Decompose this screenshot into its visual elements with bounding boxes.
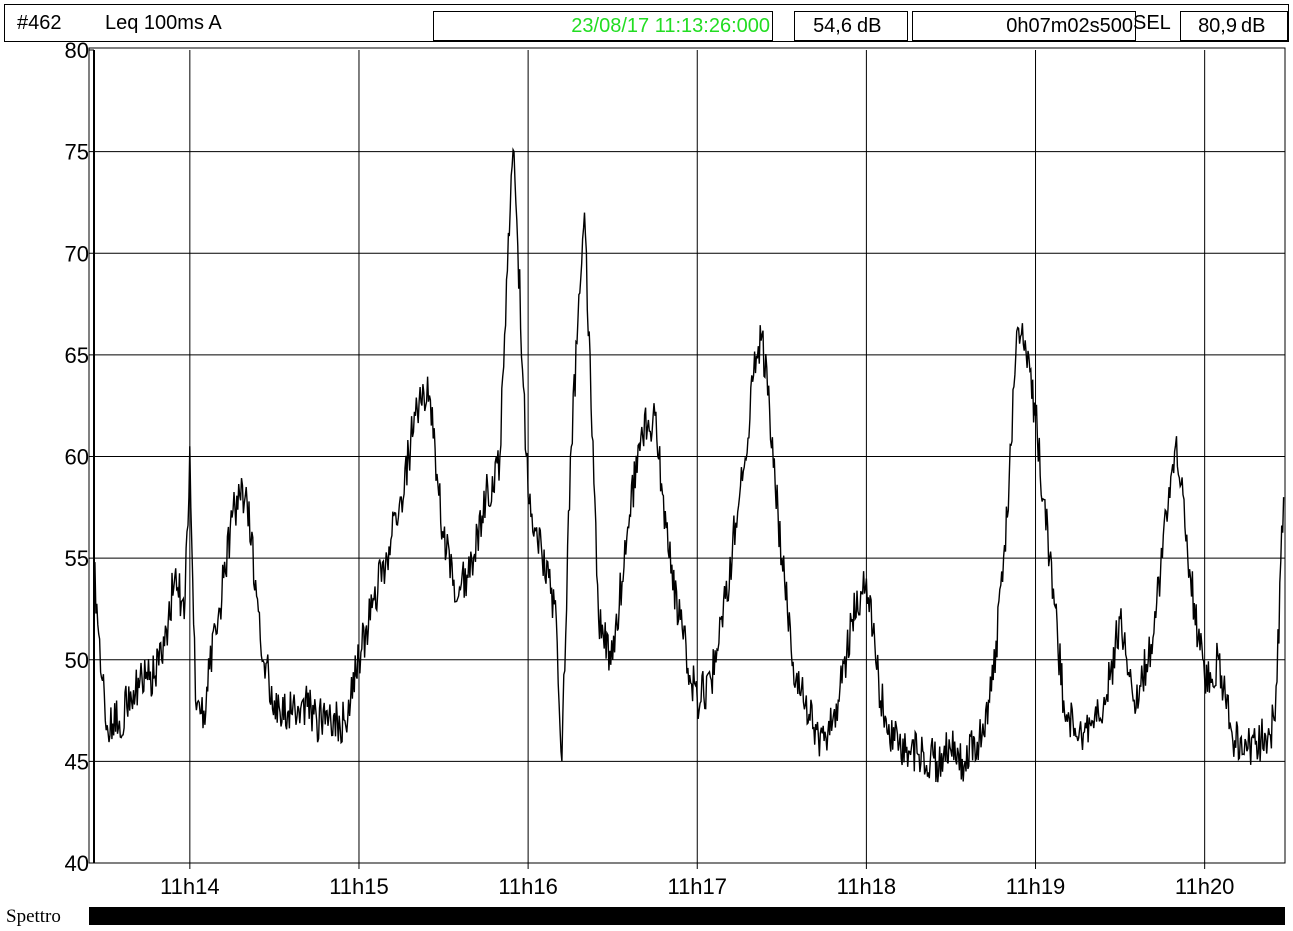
start-timestamp: 23/08/17 11:13:26:000 bbox=[571, 15, 770, 37]
y-tick-label: 80 bbox=[65, 38, 89, 63]
y-axis: 40 45 50 55 60 65 70 75 80 bbox=[65, 38, 94, 876]
leq-value-box: 54,6 dB bbox=[794, 11, 908, 41]
x-tick-label: 11h20 bbox=[1175, 874, 1235, 899]
grid bbox=[94, 50, 1285, 869]
y-tick-label: 55 bbox=[65, 546, 89, 571]
spectrum-bar bbox=[89, 907, 1285, 925]
sel-value: 80,9 bbox=[1198, 15, 1237, 37]
leq-trace-line bbox=[93, 147, 1285, 783]
x-tick-label: 11h15 bbox=[329, 874, 389, 899]
y-tick-label: 50 bbox=[65, 648, 89, 673]
y-tick-label: 65 bbox=[65, 343, 89, 368]
plot-area bbox=[88, 47, 1286, 864]
start-timestamp-box: 23/08/17 11:13:26:000 bbox=[433, 11, 773, 41]
header-bar: #462 Leq 100ms A 23/08/17 11:13:26:000 5… bbox=[4, 4, 1289, 42]
spectrum-label: Spettro bbox=[6, 906, 61, 927]
x-axis: 11h14 11h15 11h16 11h17 11h18 11h19 11h20 bbox=[160, 874, 1234, 899]
y-tick-label: 45 bbox=[65, 749, 89, 774]
y-tick-label: 75 bbox=[65, 140, 89, 165]
x-tick-label: 11h16 bbox=[498, 874, 558, 899]
x-tick-label: 11h14 bbox=[160, 874, 220, 899]
duration-value: 0h07m02s500 bbox=[1006, 15, 1133, 37]
y-tick-label: 40 bbox=[65, 851, 89, 876]
sel-unit: dB bbox=[1241, 15, 1266, 37]
leq-value: 54,6 bbox=[813, 15, 852, 37]
x-tick-label: 11h19 bbox=[1006, 874, 1066, 899]
sel-label: SEL bbox=[1133, 12, 1171, 34]
x-tick-label: 11h18 bbox=[837, 874, 897, 899]
measurement-type: Leq 100ms A bbox=[105, 12, 222, 34]
sel-value-box: 80,9 dB bbox=[1180, 11, 1288, 41]
y-tick-label: 60 bbox=[65, 445, 89, 470]
measurement-id: #462 bbox=[17, 12, 62, 34]
x-tick-label: 11h17 bbox=[667, 874, 727, 899]
y-tick-label: 70 bbox=[65, 241, 89, 266]
leq-unit: dB bbox=[857, 15, 882, 37]
duration-box: 0h07m02s500 bbox=[912, 11, 1136, 41]
